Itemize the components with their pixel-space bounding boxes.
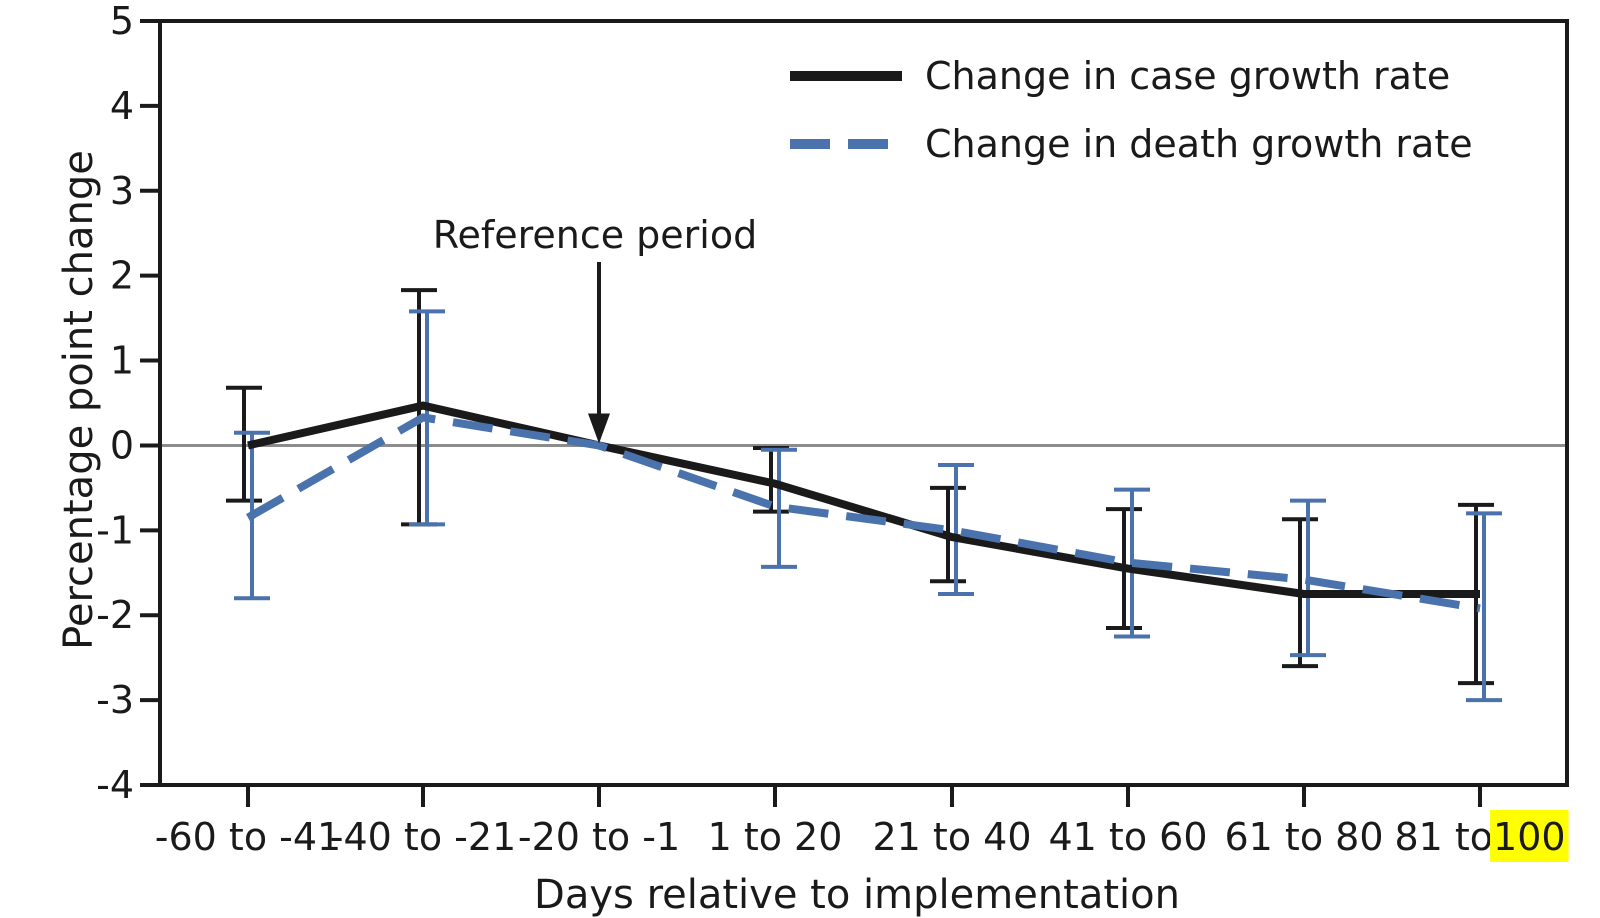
x-tick-label-highlighted: 81 to 100 (1394, 810, 1569, 862)
y-tick-label: -2 (96, 593, 134, 637)
y-tick-label: 0 (110, 423, 134, 467)
x-tick-label-highlight: 100 (1493, 815, 1566, 859)
x-tick-label: 61 to 80 (1224, 815, 1383, 859)
annotation-label: Reference period (433, 213, 757, 257)
legend: Change in case growth rate Change in dea… (790, 54, 1473, 166)
annotation-layer: Reference period (433, 213, 757, 444)
y-tick-label: 1 (110, 339, 134, 383)
x-tick-label: 41 to 60 (1048, 815, 1207, 859)
axes: 5 4 3 2 1 0 -1 -2 -3 -4 -60 to -41-40 to -21 -20 to… (96, 0, 1569, 862)
y-tick-label: 5 (110, 0, 134, 43)
y-tick-label: 4 (110, 84, 134, 128)
legend-label-case: Change in case growth rate (925, 54, 1450, 98)
series-layer (226, 288, 1502, 703)
legend-label-death: Change in death growth rate (925, 122, 1473, 166)
x-tick-label-prefix: 81 to (1394, 815, 1493, 859)
case-growth-line (247, 401, 1480, 598)
y-tick-label: -1 (96, 508, 134, 552)
y-tick-label: -4 (96, 763, 134, 807)
y-tick-label: -3 (96, 678, 134, 722)
y-tick-label: 3 (110, 169, 134, 213)
x-tick-label: 21 to 40 (872, 815, 1031, 859)
x-tick-label: 1 to 20 (708, 815, 843, 859)
x-tick-label-highlight-box (1490, 810, 1569, 862)
annotation-arrow-head (588, 413, 610, 444)
y-tick-label: 2 (110, 254, 134, 298)
y-axis-title: Percentage point change (56, 150, 102, 650)
plot-frame (158, 19, 1569, 787)
x-axis-title: Days relative to implementation (534, 872, 1180, 918)
x-tick-label: -20 to -1 (518, 815, 680, 859)
death-growth-line (246, 413, 1481, 613)
x-tick-label: -40 to -21 (330, 815, 516, 859)
x-tick-label: -60 to -41 (155, 815, 341, 859)
